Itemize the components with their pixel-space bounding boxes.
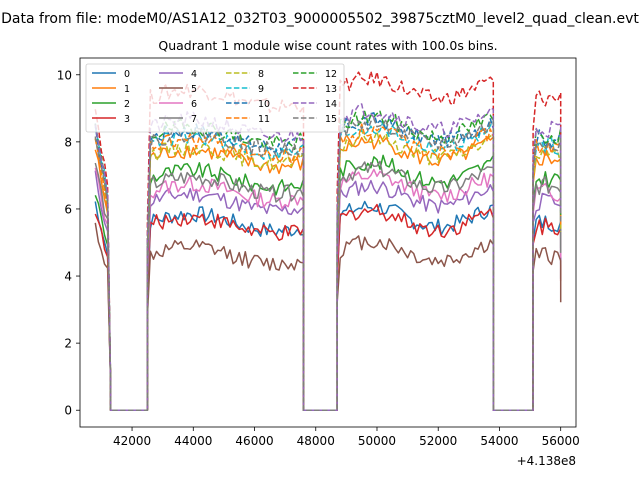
x-tick-label: 50000 (358, 434, 396, 448)
legend-label-10: 10 (258, 99, 270, 110)
legend-label-4: 4 (191, 69, 197, 80)
chart-title: Quadrant 1 module wise count rates with … (158, 38, 497, 53)
y-axis: 0 2 4 6 8 10 (57, 68, 80, 418)
legend-label-5: 5 (191, 84, 197, 95)
y-tick-label: 8 (64, 135, 72, 149)
legend-label-8: 8 (258, 69, 264, 80)
x-tick-label: 48000 (297, 434, 335, 448)
figure-suptitle: Data from file: modeM0/AS1A12_032T03_900… (1, 11, 639, 27)
series-line-11 (94, 123, 562, 411)
series-line-5 (94, 222, 562, 411)
y-tick-label: 4 (64, 270, 72, 284)
legend-label-12: 12 (325, 69, 337, 80)
series-line-7 (94, 160, 562, 411)
legend-label-0: 0 (124, 69, 130, 80)
x-tick-label: 44000 (174, 434, 212, 448)
y-tick-label: 6 (64, 202, 72, 216)
legend-label-13: 13 (325, 84, 337, 95)
y-tick-label: 0 (64, 404, 72, 418)
y-tick-label: 2 (64, 337, 72, 351)
y-tick-label: 10 (57, 68, 72, 82)
x-tick-label: 52000 (419, 434, 457, 448)
legend-label-11: 11 (258, 114, 270, 125)
legend-label-1: 1 (124, 84, 130, 95)
x-axis-offset-label: +4.138e8 (517, 454, 576, 468)
legend-label-14: 14 (325, 99, 337, 110)
legend-label-15: 15 (325, 114, 337, 125)
x-axis: 42000 44000 46000 48000 50000 52000 54000 56000 (113, 427, 580, 448)
legend-label-7: 7 (191, 114, 197, 125)
x-tick-label: 56000 (542, 434, 580, 448)
legend-label-9: 9 (258, 84, 264, 95)
x-tick-label: 54000 (480, 434, 518, 448)
x-tick-label: 42000 (113, 434, 151, 448)
x-tick-label: 46000 (235, 434, 273, 448)
series-line-15 (94, 118, 562, 411)
legend-label-3: 3 (124, 114, 130, 125)
series-line-10 (94, 112, 562, 411)
plot-frame (79, 57, 577, 428)
legend-box (85, 63, 345, 133)
series-line-3 (94, 203, 562, 411)
legend-label-6: 6 (191, 99, 197, 110)
legend-label-2: 2 (124, 99, 130, 110)
